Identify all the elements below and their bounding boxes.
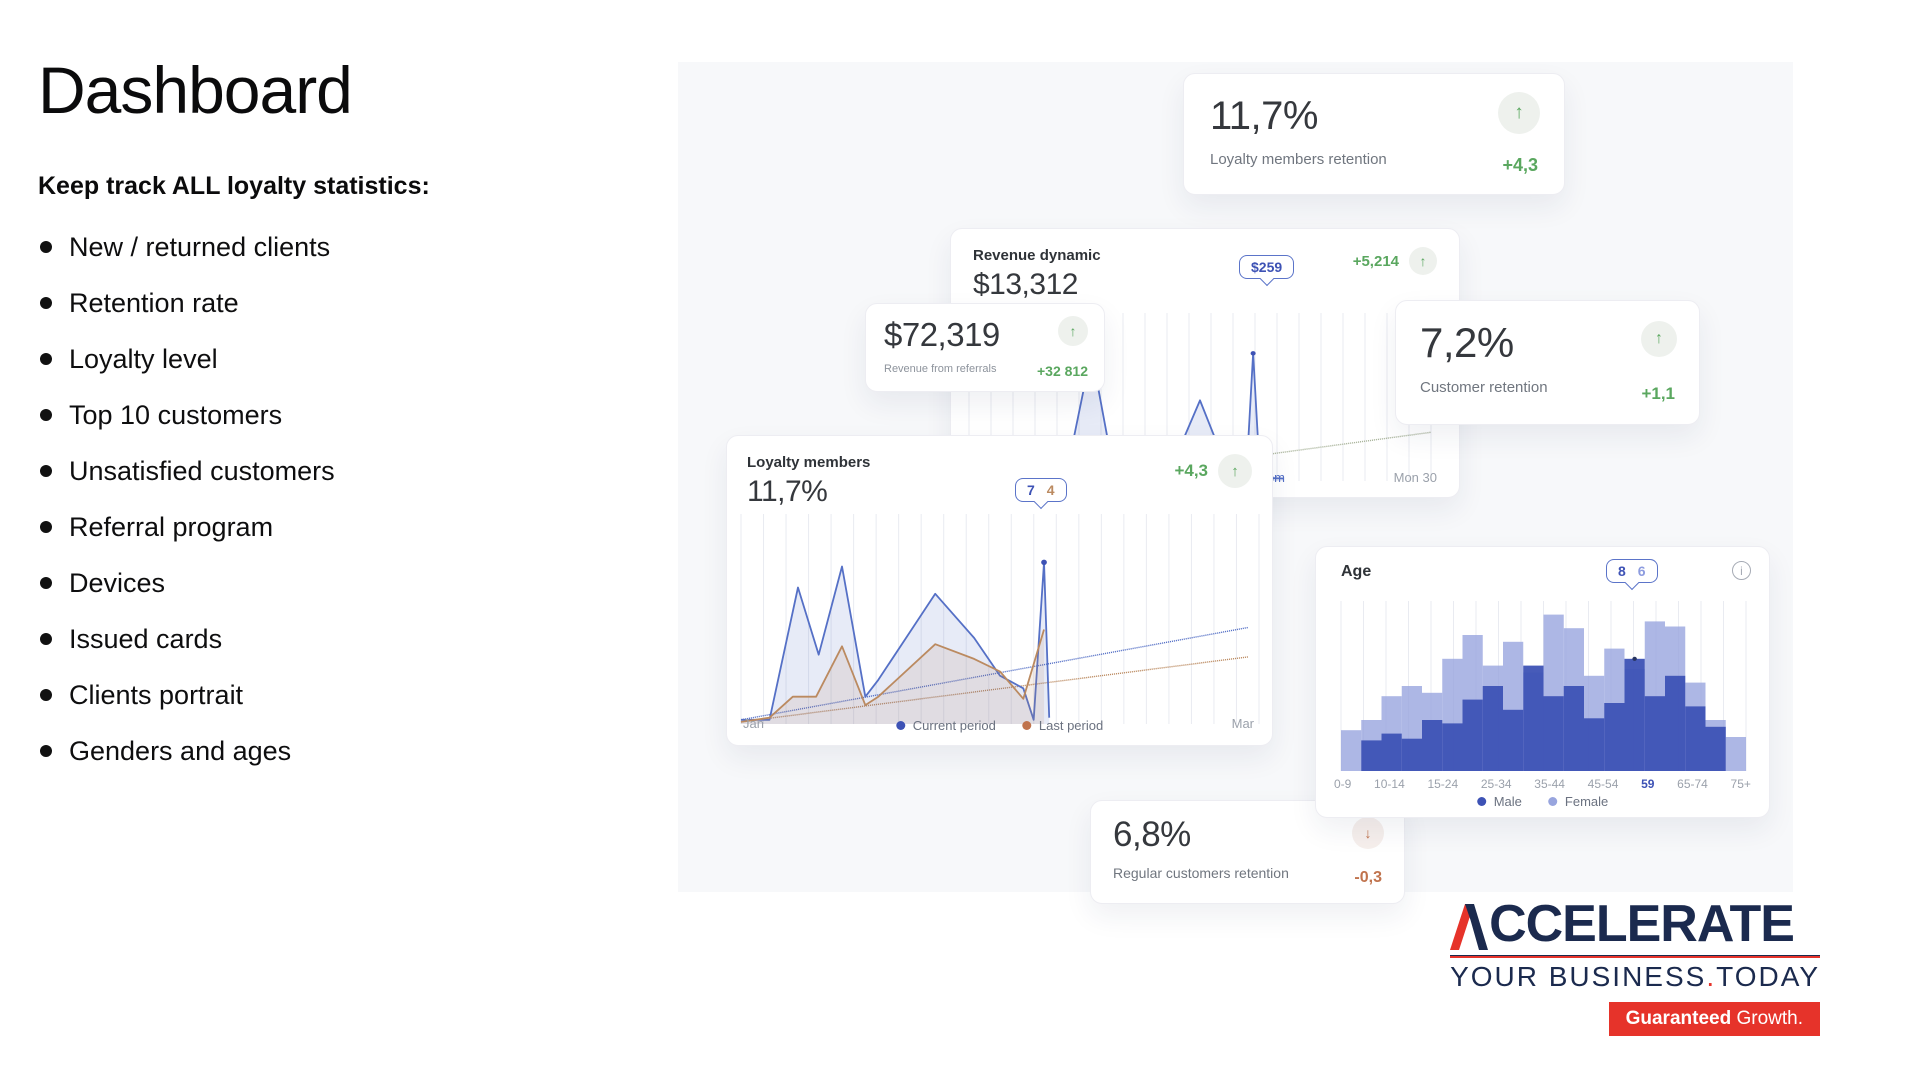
kpi-label: Loyalty members retention (1210, 151, 1387, 168)
chart-tooltip: 7 4 (1015, 478, 1067, 502)
card-title: Age (1341, 563, 1372, 580)
bullet-icon (40, 633, 52, 645)
x-axis-label-right: Mar (1231, 716, 1254, 731)
age-card: Age i 8 6 0-9 10-14 15-24 25-34 35-44 45… (1315, 546, 1770, 818)
kpi-delta: +4,3 (1502, 155, 1538, 175)
chart-legend: Current period Last period (895, 718, 1103, 733)
trend-up-icon: ↑ (1218, 454, 1252, 488)
kpi-value: 7,2% (1420, 319, 1514, 366)
list-item: Unsatisfied customers (40, 452, 335, 490)
trend-down-icon: ↓ (1352, 817, 1384, 849)
loyalty-members-card: Loyalty members 11,7% +4,3 ↑ 7 4 Jan Mar… (726, 435, 1273, 746)
highlighted-age-label: 59 (1641, 777, 1655, 791)
legend-item-current-period[interactable]: Current period (895, 718, 996, 733)
age-chart (1341, 601, 1746, 771)
loyalty-members-chart (741, 514, 1259, 724)
legend-dot-icon (1476, 797, 1486, 806)
chart-tooltip: $259 (1239, 255, 1295, 279)
x-axis-labels: 0-9 10-14 15-24 25-34 35-44 45-54 59 65-… (1334, 777, 1751, 791)
brand-underline (1450, 955, 1820, 958)
trend-up-icon: ↑ (1641, 321, 1677, 357)
brand-letter-a-icon (1450, 904, 1489, 950)
kpi-label: Regular customers retention (1113, 865, 1289, 881)
list-item: Devices (40, 564, 335, 602)
kpi-card-regular-retention: 6,8% Regular customers retention ↓ -0,3 (1090, 800, 1405, 904)
chart-legend: Male Female (1476, 794, 1608, 809)
list-item: New / returned clients (40, 228, 335, 266)
bullet-icon (40, 353, 52, 365)
info-icon[interactable]: i (1732, 561, 1751, 580)
kpi-delta: +1,1 (1641, 384, 1675, 403)
brand-wordmark: CCELERATE (1450, 898, 1820, 950)
list-item: Top 10 customers (40, 396, 335, 434)
card-title: Revenue dynamic (973, 247, 1101, 264)
x-axis-label-right: Mon 30 (1393, 470, 1437, 485)
x-axis-label-left: Jan (743, 716, 764, 731)
kpi-value: $72,319 (884, 316, 1000, 353)
list-item: Genders and ages (40, 732, 335, 770)
card-title: Loyalty members (747, 454, 871, 471)
kpi-label: Revenue from referrals (884, 363, 997, 375)
bullet-icon (40, 745, 52, 757)
list-item: Clients portrait (40, 676, 335, 714)
page-title: Dashboard (38, 53, 353, 127)
kpi-card-referrals: $72,319 Revenue from referrals ↑ +32 812 (865, 303, 1105, 392)
brand-tagline: YOUR BUSINESS.TODAY (1450, 961, 1820, 992)
list-item: Loyalty level (40, 340, 335, 378)
kpi-value: 11,7% (1210, 94, 1318, 138)
card-value: 11,7% (747, 475, 828, 508)
kpi-card-loyalty-retention: 11,7% Loyalty members retention ↑ +4,3 (1183, 73, 1565, 195)
trend-up-icon: ↑ (1409, 247, 1437, 275)
chart-tooltip: 8 6 (1606, 559, 1658, 583)
kpi-delta: -0,3 (1354, 869, 1382, 886)
legend-dot-icon (1547, 797, 1557, 806)
kpi-delta: +32 812 (1037, 363, 1088, 379)
legend-dot-icon (895, 721, 905, 730)
legend-item-female[interactable]: Female (1547, 794, 1608, 809)
feature-list: New / returned clients Retention rate Lo… (40, 228, 335, 788)
list-item: Retention rate (40, 284, 335, 322)
bullet-icon (40, 521, 52, 533)
bullet-icon (40, 297, 52, 309)
brand-logo: CCELERATE YOUR BUSINESS.TODAY Guaranteed… (1450, 898, 1820, 1036)
card-delta: +5,214 (1352, 252, 1399, 270)
legend-item-male[interactable]: Male (1476, 794, 1522, 809)
card-delta: +4,3 (1174, 461, 1208, 480)
bullet-icon (40, 465, 52, 477)
bullet-icon (40, 689, 52, 701)
page-subtitle: Keep track ALL loyalty statistics: (38, 172, 430, 200)
bullet-icon (40, 577, 52, 589)
kpi-value: 6,8% (1113, 815, 1191, 854)
list-item: Referral program (40, 508, 335, 546)
brand-badge: Guaranteed Growth. (1608, 1002, 1820, 1036)
trend-up-icon: ↑ (1058, 316, 1088, 346)
card-value: $13,312 (973, 268, 1078, 301)
legend-dot-icon (1021, 721, 1031, 730)
legend-item-last-period[interactable]: Last period (1021, 718, 1103, 733)
bullet-icon (40, 409, 52, 421)
kpi-label: Customer retention (1420, 379, 1548, 396)
bullet-icon (40, 241, 52, 253)
kpi-card-customer-retention: 7,2% Customer retention ↑ +1,1 (1395, 300, 1700, 425)
trend-up-icon: ↑ (1498, 92, 1540, 134)
list-item: Issued cards (40, 620, 335, 658)
